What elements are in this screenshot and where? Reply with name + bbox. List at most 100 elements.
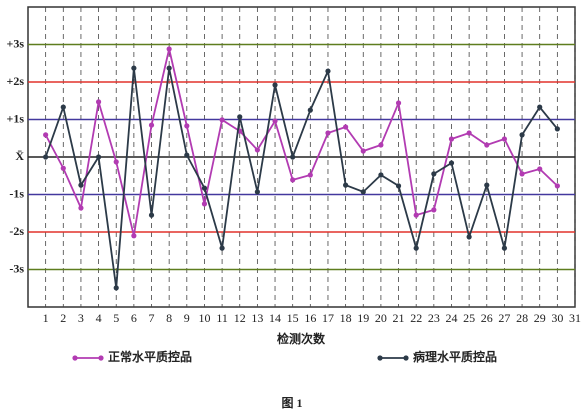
series-line bbox=[44, 67, 559, 288]
x-tick-label: 17 bbox=[322, 311, 334, 325]
x-tick-label: 21 bbox=[393, 311, 405, 325]
legend-marker bbox=[72, 355, 78, 361]
point bbox=[219, 117, 225, 123]
x-tick-label: 22 bbox=[410, 311, 422, 325]
x-tick-label: 16 bbox=[304, 311, 316, 325]
point bbox=[131, 233, 137, 239]
point bbox=[537, 104, 543, 110]
legend-marker bbox=[98, 355, 104, 361]
point bbox=[501, 245, 508, 251]
x-tick-label: 24 bbox=[445, 311, 457, 325]
point bbox=[343, 124, 349, 130]
point bbox=[219, 245, 225, 251]
y-tick-label: -2s bbox=[9, 224, 24, 238]
point bbox=[201, 185, 208, 191]
point bbox=[78, 205, 84, 211]
point bbox=[431, 171, 437, 177]
point bbox=[95, 99, 102, 105]
point bbox=[43, 132, 49, 138]
point bbox=[378, 172, 384, 178]
point bbox=[60, 165, 66, 171]
x-tick-label: 31 bbox=[569, 311, 581, 325]
x-tick-label: 23 bbox=[428, 311, 440, 325]
x-tick-label: 20 bbox=[375, 311, 387, 325]
x-tick-label: 29 bbox=[534, 311, 546, 325]
point bbox=[448, 160, 455, 166]
y-tick-label: +3s bbox=[6, 36, 24, 50]
x-tick-label: 12 bbox=[234, 311, 246, 325]
point bbox=[148, 122, 155, 128]
y-tick-label: X̄ bbox=[15, 149, 24, 163]
point bbox=[43, 154, 49, 160]
x-tick-label: 13 bbox=[251, 311, 263, 325]
point bbox=[343, 182, 349, 188]
point bbox=[166, 46, 172, 52]
point bbox=[466, 234, 472, 240]
point bbox=[78, 182, 84, 188]
x-axis-label: 检测次数 bbox=[277, 331, 326, 346]
x-tick-label: 19 bbox=[357, 311, 369, 325]
point bbox=[184, 152, 190, 158]
point bbox=[519, 171, 525, 177]
point bbox=[484, 182, 490, 188]
x-tick-label: 3 bbox=[78, 311, 84, 325]
point bbox=[413, 212, 419, 218]
legend-label: 病理水平质控品 bbox=[413, 349, 497, 364]
point bbox=[519, 132, 525, 138]
point bbox=[166, 65, 172, 71]
point bbox=[448, 136, 455, 142]
x-tick-label: 9 bbox=[184, 311, 190, 325]
point bbox=[360, 148, 366, 154]
point bbox=[537, 166, 543, 172]
x-tick-label: 14 bbox=[269, 311, 281, 325]
point bbox=[325, 68, 331, 74]
x-tick-label: 18 bbox=[340, 311, 352, 325]
point bbox=[113, 285, 119, 291]
point bbox=[484, 142, 490, 148]
point bbox=[378, 142, 384, 148]
point bbox=[360, 189, 366, 195]
point bbox=[131, 65, 137, 71]
point bbox=[307, 172, 313, 178]
x-tick-label: 26 bbox=[481, 311, 493, 325]
legend-marker bbox=[403, 355, 409, 361]
y-tick-label: -3s bbox=[9, 261, 24, 275]
x-tick-label: 27 bbox=[498, 311, 510, 325]
point bbox=[272, 82, 278, 88]
point bbox=[290, 177, 296, 183]
point bbox=[113, 159, 119, 165]
point bbox=[272, 118, 278, 124]
point bbox=[413, 245, 419, 251]
x-tick-label: 10 bbox=[198, 311, 210, 325]
point bbox=[466, 130, 472, 136]
x-tick-label: 6 bbox=[131, 311, 137, 325]
point bbox=[201, 201, 208, 207]
x-tick-label: 30 bbox=[551, 311, 563, 325]
point bbox=[395, 183, 402, 189]
point bbox=[95, 154, 102, 160]
x-tick-label: 5 bbox=[113, 311, 119, 325]
point bbox=[148, 212, 155, 218]
point bbox=[395, 100, 402, 106]
x-tick-label: 28 bbox=[516, 311, 528, 325]
point bbox=[554, 126, 560, 132]
x-tick-label: 25 bbox=[463, 311, 475, 325]
series-line bbox=[44, 48, 558, 236]
point bbox=[254, 147, 260, 153]
point bbox=[290, 154, 296, 160]
y-tick-label: +1s bbox=[6, 111, 24, 125]
legend-marker bbox=[377, 355, 383, 361]
x-tick-label: 1 bbox=[43, 311, 49, 325]
y-tick-label: -1s bbox=[9, 186, 24, 200]
y-tick-label: +2s bbox=[6, 74, 24, 88]
x-tick-label: 7 bbox=[149, 311, 155, 325]
point bbox=[431, 207, 437, 213]
point bbox=[501, 136, 508, 142]
legend-label: 正常水平质控品 bbox=[108, 349, 192, 364]
caption: 图 1 bbox=[281, 396, 302, 410]
x-tick-label: 15 bbox=[287, 311, 299, 325]
x-tick-label: 8 bbox=[166, 311, 172, 325]
point bbox=[237, 114, 243, 120]
point bbox=[60, 104, 66, 110]
